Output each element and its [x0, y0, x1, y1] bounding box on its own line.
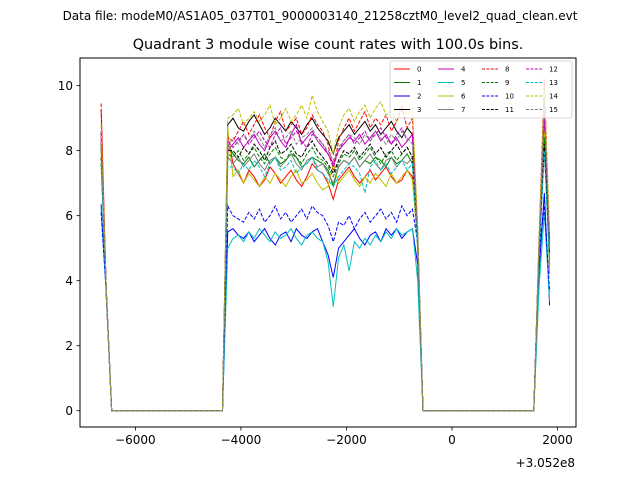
legend-label-5: 5 [461, 79, 465, 87]
series-lines [100, 79, 551, 412]
y-tick-label: 10 [58, 79, 73, 93]
chart-title: Quadrant 3 module wise count rates with … [133, 37, 524, 53]
legend-label-8: 8 [505, 66, 509, 74]
y-axis: 0 2 4 6 8 10 [58, 79, 80, 418]
x-tick-label: −4000 [221, 433, 262, 447]
legend-label-4: 4 [461, 66, 466, 74]
y-tick-label: 0 [65, 404, 73, 418]
legend-box [389, 60, 573, 119]
plot-area [79, 57, 577, 428]
legend-label-12: 12 [549, 66, 558, 74]
x-tick-label: −6000 [115, 433, 156, 447]
x-tick-label: 2000 [542, 433, 573, 447]
x-tick-label: −2000 [326, 433, 367, 447]
legend-label-13: 13 [549, 79, 558, 87]
y-tick-label: 2 [65, 339, 73, 353]
legend-label-1: 1 [417, 79, 421, 87]
legend-label-2: 2 [417, 93, 421, 101]
legend-label-9: 9 [505, 79, 509, 87]
legend-label-7: 7 [461, 106, 465, 114]
legend-label-10: 10 [505, 93, 514, 101]
y-tick-label: 6 [65, 209, 73, 223]
legend-label-11: 11 [505, 106, 514, 114]
series-line-15 [100, 101, 551, 412]
legend-label-14: 14 [549, 93, 558, 101]
legend-label-3: 3 [417, 106, 421, 114]
y-tick-label: 4 [65, 274, 73, 288]
x-axis-offset-label: +3.052e8 [516, 456, 575, 470]
y-tick-label: 8 [65, 144, 73, 158]
x-axis: −6000 −4000 −2000 0 2000 [115, 427, 573, 447]
legend-label-6: 6 [461, 93, 466, 101]
legend-label-15: 15 [549, 106, 558, 114]
legend-label-0: 0 [417, 66, 421, 74]
figure-suptitle: Data file: modeM0/AS1A05_037T01_90000031… [63, 9, 578, 23]
x-tick-label: 0 [448, 433, 456, 447]
